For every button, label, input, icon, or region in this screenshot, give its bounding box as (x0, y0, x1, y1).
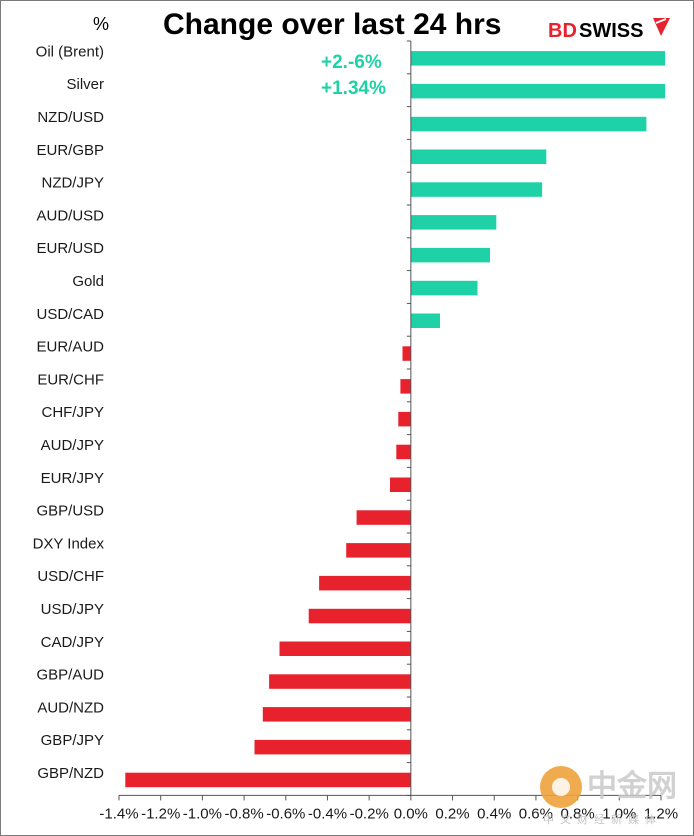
bar (410, 280, 478, 296)
category-label: Gold (72, 273, 104, 290)
bar (319, 575, 411, 591)
bar (308, 608, 411, 624)
bar (410, 149, 547, 164)
bar (398, 411, 411, 427)
bar (410, 116, 647, 132)
x-tick-label: 0.0% (394, 805, 428, 822)
category-label: EUR/GBP (36, 142, 104, 159)
category-label: GBP/JPY (41, 732, 104, 749)
unit-label: % (93, 14, 109, 34)
bar (125, 772, 411, 788)
x-tick-label: -0.8% (225, 805, 264, 822)
logo-slash-icon (655, 18, 667, 24)
annotation-silver: +1.34% (321, 78, 386, 99)
x-tick-label: -0.4% (308, 805, 347, 822)
x-tick-label: 1.0% (602, 805, 636, 822)
watermark-name: 中金网 (587, 769, 677, 803)
x-tick-label: 0.2% (435, 805, 469, 822)
bar (410, 247, 490, 263)
category-label: EUR/USD (36, 240, 104, 257)
category-label: GBP/NZD (37, 765, 104, 782)
bar (410, 83, 666, 99)
x-tick-label: -1.4% (99, 805, 138, 822)
zhongjin-watermark: 中金网 中文财经新媒体 (540, 766, 677, 826)
bars-group (125, 51, 666, 788)
bar (410, 182, 543, 197)
category-label: AUD/USD (36, 207, 104, 224)
category-label: CAD/JPY (41, 634, 104, 651)
watermark-subtitle: 中文财经新媒体 (543, 812, 662, 826)
category-label: NZD/USD (37, 109, 104, 126)
watermark-logo-inner-icon (552, 778, 570, 796)
x-tick-label: -1.2% (141, 805, 180, 822)
category-label: GBP/AUD (36, 667, 104, 684)
x-tick-label: 0.6% (519, 805, 553, 822)
axes (118, 40, 662, 801)
annotation-oil: +2.-6% (321, 52, 382, 73)
category-labels: Oil (Brent) Silver NZD/USD EUR/GBP NZD/JPY AU… (33, 43, 105, 782)
bar (346, 543, 411, 558)
category-label: CHF/JPY (41, 404, 104, 421)
x-tick-label: 0.4% (477, 805, 511, 822)
category-label: EUR/AUD (36, 339, 104, 356)
bar (269, 674, 411, 689)
x-tick-label: 0.8% (560, 805, 594, 822)
bar (402, 346, 411, 361)
logo-bd-text: BD (548, 20, 577, 42)
category-label: AUD/NZD (37, 699, 104, 716)
bar (396, 444, 411, 460)
bar (410, 51, 666, 66)
bar (410, 215, 497, 230)
bar (410, 313, 440, 328)
x-tick-labels: -1.4% -1.2% -1.0% -0.8% -0.6% -0.4% -0.2% 0.0% 0… (99, 805, 678, 822)
bar (279, 641, 411, 656)
x-tick-label: 1.2% (644, 805, 678, 822)
bar (254, 739, 411, 755)
bdswiss-logo: BD SWISS (548, 18, 670, 42)
category-label: Silver (66, 76, 104, 93)
category-label: GBP/USD (36, 503, 104, 520)
bar (390, 477, 411, 492)
x-tick-label: -1.0% (183, 805, 222, 822)
category-label: AUD/JPY (41, 437, 104, 454)
category-label: EUR/CHF (37, 371, 104, 388)
category-label: USD/CHF (37, 568, 104, 585)
bar (262, 707, 411, 722)
category-label: USD/JPY (41, 601, 104, 618)
bar (356, 510, 411, 525)
category-label: DXY Index (33, 535, 105, 552)
category-label: EUR/JPY (41, 470, 104, 487)
category-label: NZD/JPY (41, 175, 104, 192)
bar (400, 379, 411, 394)
x-tick-label: -0.6% (266, 805, 305, 822)
category-label: Oil (Brent) (36, 43, 104, 60)
category-label: USD/CAD (36, 306, 104, 323)
x-tick-label: -0.2% (350, 805, 389, 822)
chart-title: Change over last 24 hrs (163, 8, 501, 41)
logo-swiss-text: SWISS (579, 20, 643, 42)
